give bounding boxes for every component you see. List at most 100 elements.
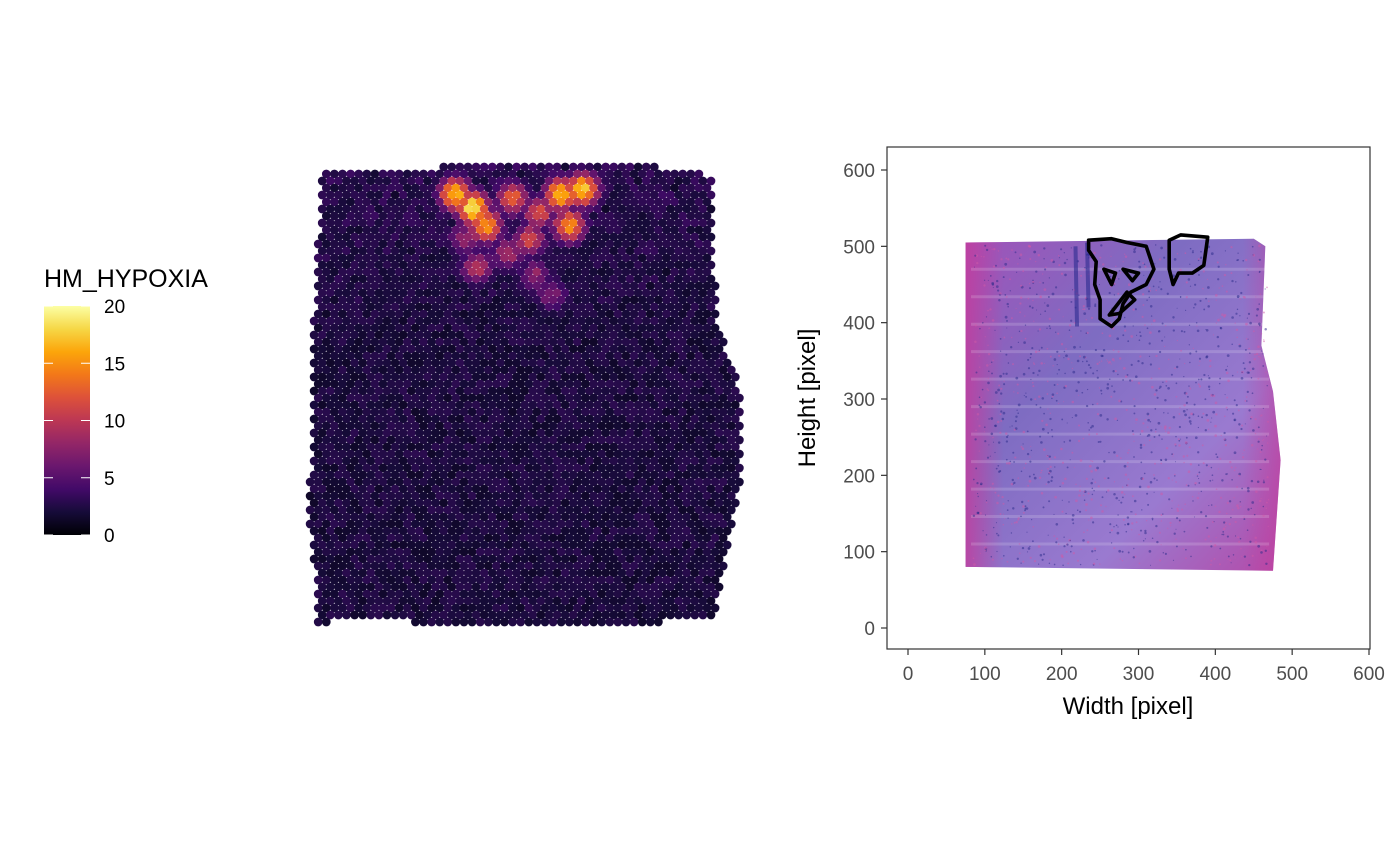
spot	[427, 393, 436, 403]
spot	[694, 253, 704, 263]
spot	[459, 351, 469, 361]
spot	[467, 281, 477, 291]
spot	[330, 449, 339, 459]
spot	[516, 533, 526, 543]
tissue-speck	[1078, 394, 1080, 396]
tissue-speck	[1096, 558, 1098, 560]
tissue-speck	[1230, 466, 1233, 469]
spot	[382, 414, 392, 424]
tissue-speck	[1038, 563, 1040, 565]
spot	[435, 421, 445, 431]
spot	[516, 393, 526, 403]
spot	[330, 197, 339, 207]
spot	[435, 435, 445, 445]
spot	[338, 603, 347, 613]
spot	[439, 260, 449, 270]
tissue-speck	[983, 431, 985, 433]
spot	[435, 533, 445, 543]
spot	[621, 421, 631, 431]
spot	[666, 456, 675, 466]
spot	[321, 197, 331, 207]
tissue-speck	[1153, 435, 1156, 438]
spot	[483, 211, 493, 221]
spot	[483, 253, 493, 263]
spot	[649, 414, 659, 424]
spot	[459, 505, 469, 515]
spot	[633, 554, 643, 564]
spot	[475, 477, 485, 487]
spot	[552, 414, 562, 424]
spot	[629, 407, 639, 417]
spot	[573, 435, 582, 445]
tissue-speck	[1178, 425, 1182, 429]
spot	[378, 603, 388, 613]
spot	[678, 463, 688, 473]
spot	[609, 232, 619, 242]
spot	[564, 197, 574, 207]
tissue-speck	[1087, 307, 1091, 310]
tissue-speck	[1242, 362, 1245, 365]
spot	[613, 561, 623, 571]
spot	[346, 337, 355, 347]
spot	[670, 337, 679, 347]
tissue-speck	[1068, 501, 1070, 503]
spot	[419, 393, 428, 403]
tissue-speck	[1177, 438, 1180, 441]
spot	[524, 407, 534, 417]
tissue-speck	[1065, 550, 1068, 553]
spot	[556, 533, 566, 543]
spot	[463, 316, 473, 326]
spot	[581, 561, 590, 571]
tissue-speck	[1214, 401, 1218, 405]
spot	[447, 302, 457, 312]
spot	[382, 316, 392, 326]
tissue-speck	[994, 451, 996, 454]
spot	[678, 505, 688, 515]
spot	[475, 589, 485, 599]
spot	[552, 176, 562, 186]
spot	[637, 519, 647, 529]
spot	[354, 351, 364, 361]
spot	[475, 393, 485, 403]
spot	[686, 253, 696, 263]
spot	[346, 547, 355, 557]
spot	[447, 358, 457, 368]
spot	[370, 589, 380, 599]
spot	[439, 274, 449, 284]
spot	[564, 351, 574, 361]
tissue-speck	[1182, 409, 1186, 413]
spot	[479, 176, 489, 186]
spot	[698, 344, 708, 354]
spot	[629, 211, 639, 221]
tissue-speck	[1063, 357, 1065, 359]
spot	[402, 519, 412, 529]
spot	[698, 484, 708, 494]
spot	[504, 400, 513, 410]
tissue-speck	[1215, 453, 1218, 456]
spot	[682, 232, 692, 242]
spot	[455, 610, 465, 620]
tissue-speck	[1085, 360, 1088, 363]
spot	[520, 456, 530, 466]
spot	[573, 589, 582, 599]
spot	[398, 540, 408, 550]
spot	[366, 288, 376, 298]
spot	[390, 484, 400, 494]
spot	[342, 540, 351, 550]
spot	[500, 295, 509, 305]
spot	[504, 330, 513, 340]
tissue-speck	[1251, 245, 1254, 248]
spot	[544, 498, 554, 508]
spot	[362, 295, 372, 305]
spot	[492, 253, 501, 263]
spot	[698, 316, 708, 326]
spot	[358, 442, 368, 452]
spot	[508, 463, 517, 473]
tissue-speck	[1114, 417, 1117, 421]
spot	[382, 526, 392, 536]
spot	[718, 379, 728, 389]
spot	[678, 183, 688, 193]
spot	[568, 330, 578, 340]
spot	[321, 365, 331, 375]
spot	[435, 575, 445, 585]
